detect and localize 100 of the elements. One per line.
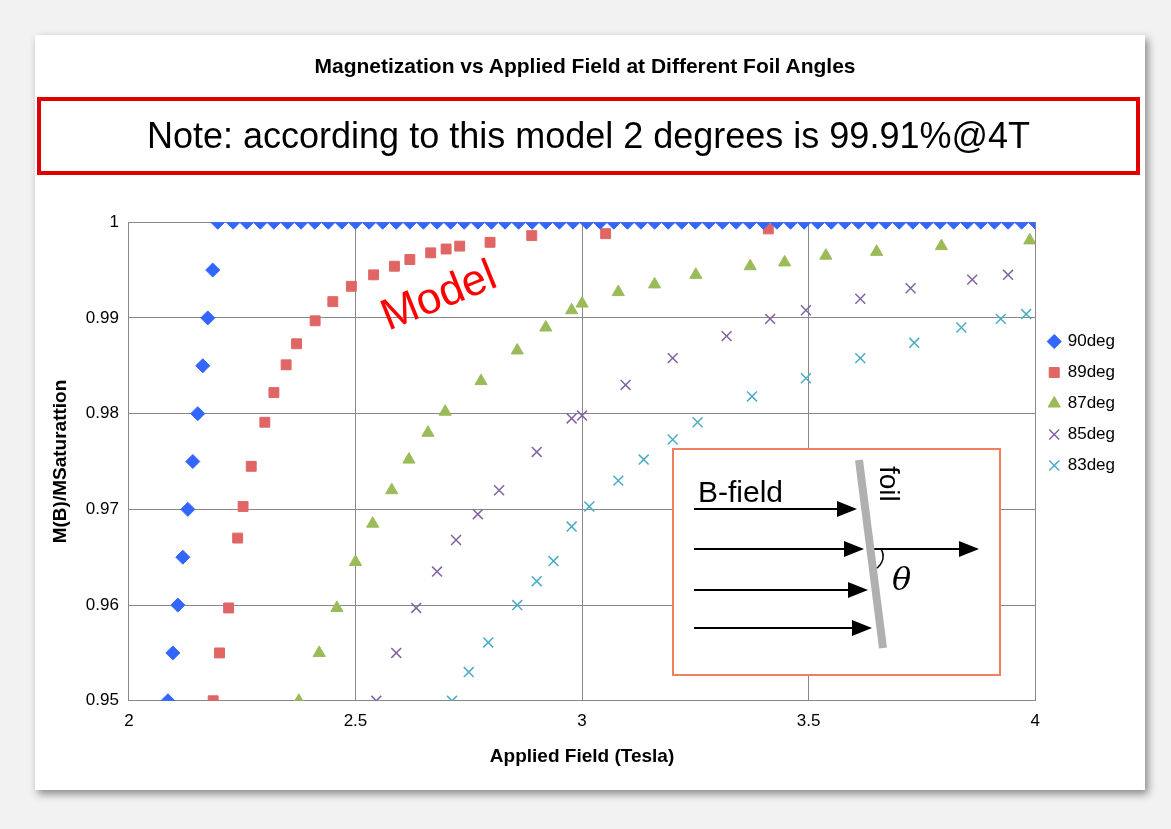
point	[472, 508, 484, 520]
point	[348, 554, 363, 567]
point	[547, 555, 560, 567]
y-tick-label: 1	[109, 211, 119, 231]
point	[438, 404, 452, 416]
x-tick-label: 4	[1030, 710, 1040, 730]
point	[368, 269, 380, 281]
legend-label: 85deg	[1067, 424, 1116, 444]
point	[778, 254, 792, 267]
point	[637, 453, 650, 466]
x-tick-label: 3	[577, 710, 587, 730]
point	[511, 599, 523, 611]
point	[280, 359, 292, 371]
point	[463, 666, 475, 678]
point	[259, 416, 271, 428]
point	[1020, 308, 1032, 320]
point	[576, 409, 588, 422]
point	[484, 236, 496, 248]
point	[908, 337, 920, 349]
text: Note: according to this model 2 degrees is 99.91%@4T	[37, 97, 1140, 175]
point	[237, 501, 249, 512]
point	[245, 460, 257, 472]
point	[309, 315, 321, 327]
y-tick-label: 0.98	[85, 403, 119, 423]
point	[666, 433, 679, 446]
point	[691, 416, 704, 428]
point	[440, 243, 452, 255]
point	[531, 575, 543, 587]
y-tick-label: 0.95	[85, 690, 119, 710]
chart-title: Magnetization vs Applied Field at Different Foil Angles	[314, 54, 856, 78]
point	[565, 412, 578, 425]
point	[689, 267, 703, 279]
point	[345, 280, 357, 292]
point	[474, 373, 488, 386]
point	[800, 372, 812, 384]
legend-label: 89deg	[1067, 362, 1116, 382]
y-tick-label: 0.97	[85, 499, 119, 519]
point	[854, 293, 866, 305]
point	[214, 647, 225, 659]
point	[539, 319, 553, 332]
point	[327, 296, 339, 308]
legend-label: 83deg	[1067, 455, 1116, 475]
point	[819, 248, 833, 260]
point	[666, 352, 679, 364]
point	[934, 238, 948, 251]
point	[565, 302, 579, 315]
point	[312, 645, 326, 657]
annotation: Model	[373, 248, 504, 340]
legend-label: 90deg	[1067, 331, 1116, 351]
point	[431, 565, 443, 578]
point	[531, 446, 543, 458]
point	[743, 258, 757, 271]
point	[612, 474, 625, 487]
point	[995, 313, 1007, 325]
annotation: θ	[892, 560, 912, 598]
x-tick-label: 3.5	[796, 710, 821, 730]
point	[366, 516, 380, 528]
x-tick-label: 2.5	[343, 710, 368, 730]
point	[385, 482, 399, 495]
point	[619, 379, 632, 391]
point	[966, 273, 978, 286]
y-tick-label: 0.96	[85, 594, 119, 614]
point	[904, 282, 917, 294]
point	[600, 228, 612, 240]
point	[232, 532, 244, 544]
point	[1023, 232, 1036, 245]
point	[854, 352, 866, 364]
point	[421, 425, 435, 437]
point	[575, 296, 589, 308]
point	[526, 230, 538, 242]
point	[955, 321, 968, 334]
point	[1002, 269, 1014, 281]
point	[410, 602, 422, 614]
point	[870, 244, 884, 256]
point	[565, 520, 578, 533]
x-tick-label: 2	[124, 710, 134, 730]
point	[648, 276, 662, 289]
point	[268, 387, 280, 399]
x-axis-title: Applied Field (Tesla)	[489, 744, 675, 766]
point	[720, 330, 733, 342]
point	[764, 313, 776, 325]
point	[493, 484, 505, 496]
y-tick-label: 0.99	[85, 307, 119, 327]
point	[611, 284, 625, 297]
point	[330, 600, 344, 612]
point	[583, 500, 596, 513]
point	[482, 636, 494, 649]
annotation: foil	[874, 466, 905, 502]
annotation: B-field	[698, 475, 784, 508]
point	[454, 240, 466, 252]
point	[390, 647, 402, 659]
point	[291, 338, 303, 350]
legend-label: 87deg	[1067, 393, 1116, 413]
point	[510, 342, 524, 355]
point	[746, 390, 758, 403]
point	[800, 304, 812, 316]
point	[402, 452, 416, 464]
point	[223, 602, 235, 614]
y-axis-title: M(B)/MSaturattion	[48, 379, 70, 544]
point	[450, 534, 462, 546]
